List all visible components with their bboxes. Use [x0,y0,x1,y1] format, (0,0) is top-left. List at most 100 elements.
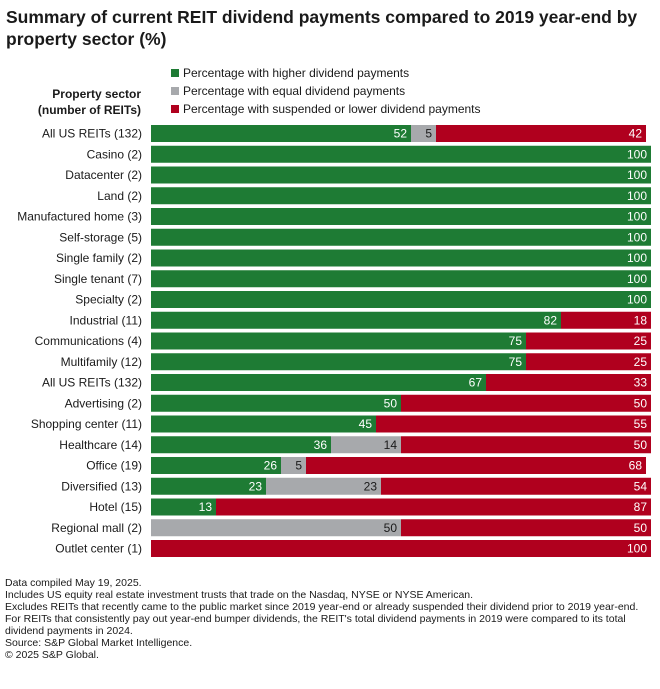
category-label: Hotel (15) [89,500,142,514]
data-label: 75 [509,355,523,369]
category-label: Regional mall (2) [51,521,142,535]
bar-segment [151,208,651,225]
category-label: Communications (4) [35,334,142,348]
bar-segment [151,291,651,308]
bar-segment [401,436,651,454]
category-label: Manufactured home (3) [17,210,142,224]
data-label: 100 [627,189,647,203]
data-label: 5 [295,459,302,473]
bar-segment [151,415,376,433]
category-label: Single tenant (7) [54,272,142,286]
chart-legend: Percentage with higher dividend payments… [171,64,481,118]
data-label: 52 [394,127,408,141]
bar-segment [486,374,651,391]
data-label: 54 [634,479,648,493]
category-label: Healthcare (14) [59,438,142,452]
data-label: 23 [249,479,263,493]
data-label: 14 [384,438,398,452]
data-label: 87 [634,500,648,514]
note-data-compiled: Data compiled May 19, 2025. [5,577,142,589]
bar-segment [401,394,651,412]
data-label: 42 [629,127,643,141]
category-label: All US REITs (132) [42,127,142,141]
data-label: 68 [629,459,643,473]
data-label: 50 [634,438,648,452]
bar-segment [151,166,651,184]
bar-segment [266,477,381,495]
data-label: 50 [634,521,648,535]
bar-segment [151,353,526,371]
bar-segment [381,477,651,495]
bar-segment [526,353,651,371]
bar-segment [151,519,401,537]
bar-segment [526,332,651,350]
bar-segment [151,228,651,246]
bar-segment [151,436,331,454]
category-label: Industrial (11) [70,313,142,327]
data-label: 100 [627,542,647,556]
bar-segment [331,436,401,454]
legend-swatch-higher [171,69,179,77]
data-label: 100 [627,168,647,182]
y-axis-title-line1: Property sector [52,87,141,101]
data-label: 36 [314,438,328,452]
bar-segment [151,457,281,474]
bar-segment [376,415,651,433]
category-label: Datacenter (2) [65,168,142,182]
data-label: 13 [199,500,213,514]
data-label: 55 [634,417,648,431]
bar-segment [151,145,651,163]
note-copyright: © 2025 S&P Global. [5,649,99,661]
data-label: 26 [264,459,278,473]
legend-label-equal: Percentage with equal dividend payments [183,84,406,98]
note-source: Source: S&P Global Market Intelligence. [5,637,193,649]
legend-label-higher: Percentage with higher dividend payments [183,66,410,80]
category-label: Specialty (2) [75,293,142,307]
legend-item-lower: Percentage with suspended or lower divid… [171,100,481,118]
data-label: 100 [627,293,647,307]
bar-segment [151,187,651,205]
legend-swatch-equal [171,87,179,95]
data-label: 50 [384,521,398,535]
category-label: Office (19) [86,459,142,473]
data-label: 33 [634,376,648,390]
category-label: Diversified (13) [61,479,142,493]
category-label: Outlet center (1) [55,542,142,556]
y-axis-title-line2: (number of REITs) [37,103,141,117]
note-includes: Includes US equity real estate investmen… [5,589,474,601]
note-excludes: Excludes REITs that recently came to the… [5,601,639,637]
data-label: 45 [359,417,373,431]
data-label: 25 [634,355,648,369]
bar-segment [436,125,646,142]
bar-segment [151,374,486,391]
bar-segment [151,311,561,329]
chart-title: Summary of current REIT dividend payment… [6,7,638,49]
chart-notes: Data compiled May 19, 2025. Includes US … [5,577,655,661]
data-label: 67 [469,376,483,390]
category-label: Advertising (2) [65,396,142,410]
data-label: 5 [425,127,432,141]
bar-segment [281,457,306,474]
category-label: Self-storage (5) [59,230,142,244]
bar-segment [306,457,646,474]
category-label: Multifamily (12) [61,355,142,369]
data-label: 18 [634,313,648,327]
data-label: 50 [384,396,398,410]
bar-segment [151,249,651,267]
bar-segment [151,394,401,412]
data-label: 50 [634,396,648,410]
bar-segment [151,498,216,516]
data-label: 100 [627,210,647,224]
category-label: All US REITs (132) [42,376,142,390]
data-label: 100 [627,230,647,244]
category-label: Land (2) [97,189,142,203]
category-label: Single family (2) [56,251,142,265]
category-label: Casino (2) [87,147,142,161]
legend-label-lower: Percentage with suspended or lower divid… [183,102,481,116]
legend-item-equal: Percentage with equal dividend payments [171,82,481,100]
bar-segment [151,332,526,350]
legend-swatch-lower [171,105,179,113]
bar-segment [411,125,436,142]
legend-item-higher: Percentage with higher dividend payments [171,64,481,82]
